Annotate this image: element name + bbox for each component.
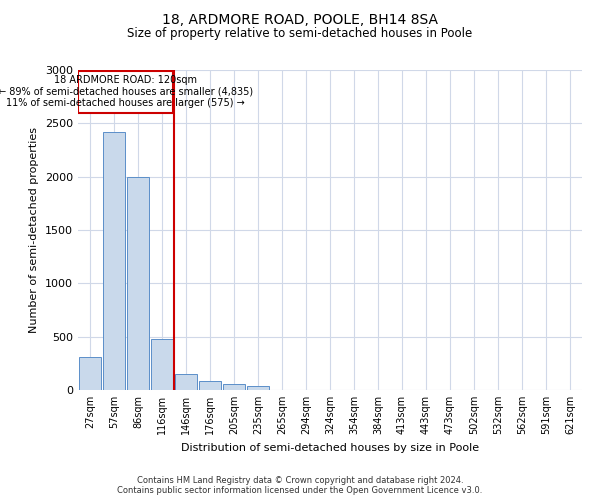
Text: Contains public sector information licensed under the Open Government Licence v3: Contains public sector information licen… <box>118 486 482 495</box>
Y-axis label: Number of semi-detached properties: Number of semi-detached properties <box>29 127 40 333</box>
Text: Contains HM Land Registry data © Crown copyright and database right 2024.: Contains HM Land Registry data © Crown c… <box>137 476 463 485</box>
Bar <box>103 132 125 390</box>
Bar <box>79 358 101 390</box>
Text: 18, ARDMORE ROAD, POOLE, BH14 8SA: 18, ARDMORE ROAD, POOLE, BH14 8SA <box>162 12 438 26</box>
Text: Size of property relative to semi-detached houses in Poole: Size of property relative to semi-detach… <box>127 28 473 40</box>
Bar <box>199 382 221 390</box>
Bar <box>127 176 149 390</box>
X-axis label: Distribution of semi-detached houses by size in Poole: Distribution of semi-detached houses by … <box>181 442 479 452</box>
Bar <box>247 386 269 390</box>
Text: 18 ARDMORE ROAD: 120sqm: 18 ARDMORE ROAD: 120sqm <box>54 74 197 85</box>
Bar <box>175 374 197 390</box>
Text: ← 89% of semi-detached houses are smaller (4,835): ← 89% of semi-detached houses are smalle… <box>0 86 253 97</box>
Text: 11% of semi-detached houses are larger (575) →: 11% of semi-detached houses are larger (… <box>6 98 245 108</box>
Bar <box>151 339 173 390</box>
Bar <box>223 384 245 390</box>
Bar <box>79 70 173 113</box>
